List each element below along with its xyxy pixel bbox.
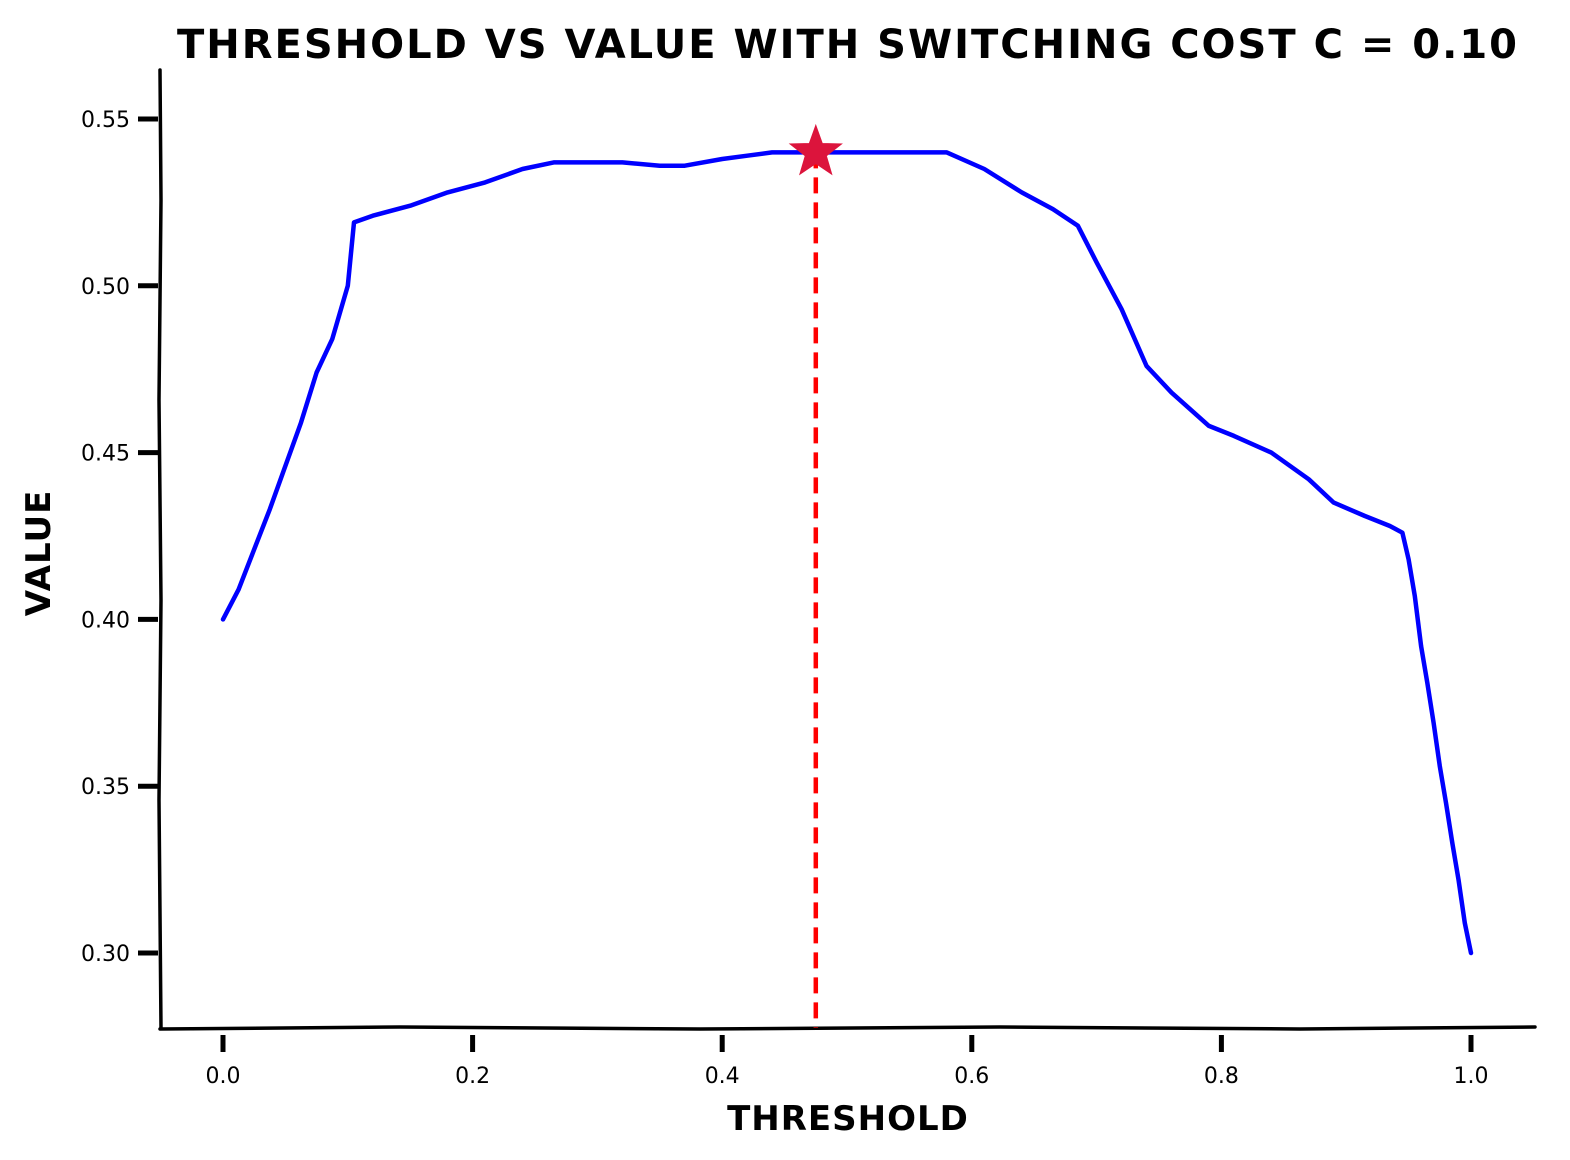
x-tick-label: 0.4	[705, 1064, 740, 1089]
x-tick-label: 0.6	[954, 1064, 989, 1089]
y-tick-label: 0.35	[81, 775, 130, 800]
y-tick-label: 0.30	[81, 942, 130, 967]
y-tick-label: 0.45	[81, 442, 130, 467]
y-axis-label: VALUE	[19, 490, 59, 617]
x-tick-label: 0.8	[1204, 1064, 1239, 1089]
y-axis	[157, 68, 163, 1030]
y-tick-label: 0.55	[81, 108, 130, 133]
y-tick-label: 0.40	[81, 608, 130, 633]
chart-title: THRESHOLD VS VALUE WITH SWITCHING COST C…	[177, 22, 1519, 68]
x-tick-label: 1.0	[1454, 1064, 1489, 1089]
x-tick-label: 0.2	[455, 1064, 490, 1089]
y-ticks: 0.30 0.35 0.40 0.45 0.50 0.55	[81, 108, 158, 967]
series-line	[220, 150, 1474, 956]
x-axis-line	[158, 1025, 1537, 1031]
annotation-layer	[788, 123, 843, 1028]
x-tick-label: 0.0	[206, 1064, 241, 1089]
series-layer	[220, 150, 1474, 956]
optimum-star-marker	[788, 123, 843, 176]
x-ticks: 0.0 0.2 0.4 0.6 0.8 1.0	[206, 1035, 1489, 1089]
x-axis	[158, 1025, 1537, 1031]
x-axis-label: THRESHOLD	[727, 1099, 969, 1139]
y-tick-label: 0.50	[81, 275, 130, 300]
y-axis-line	[157, 68, 163, 1030]
